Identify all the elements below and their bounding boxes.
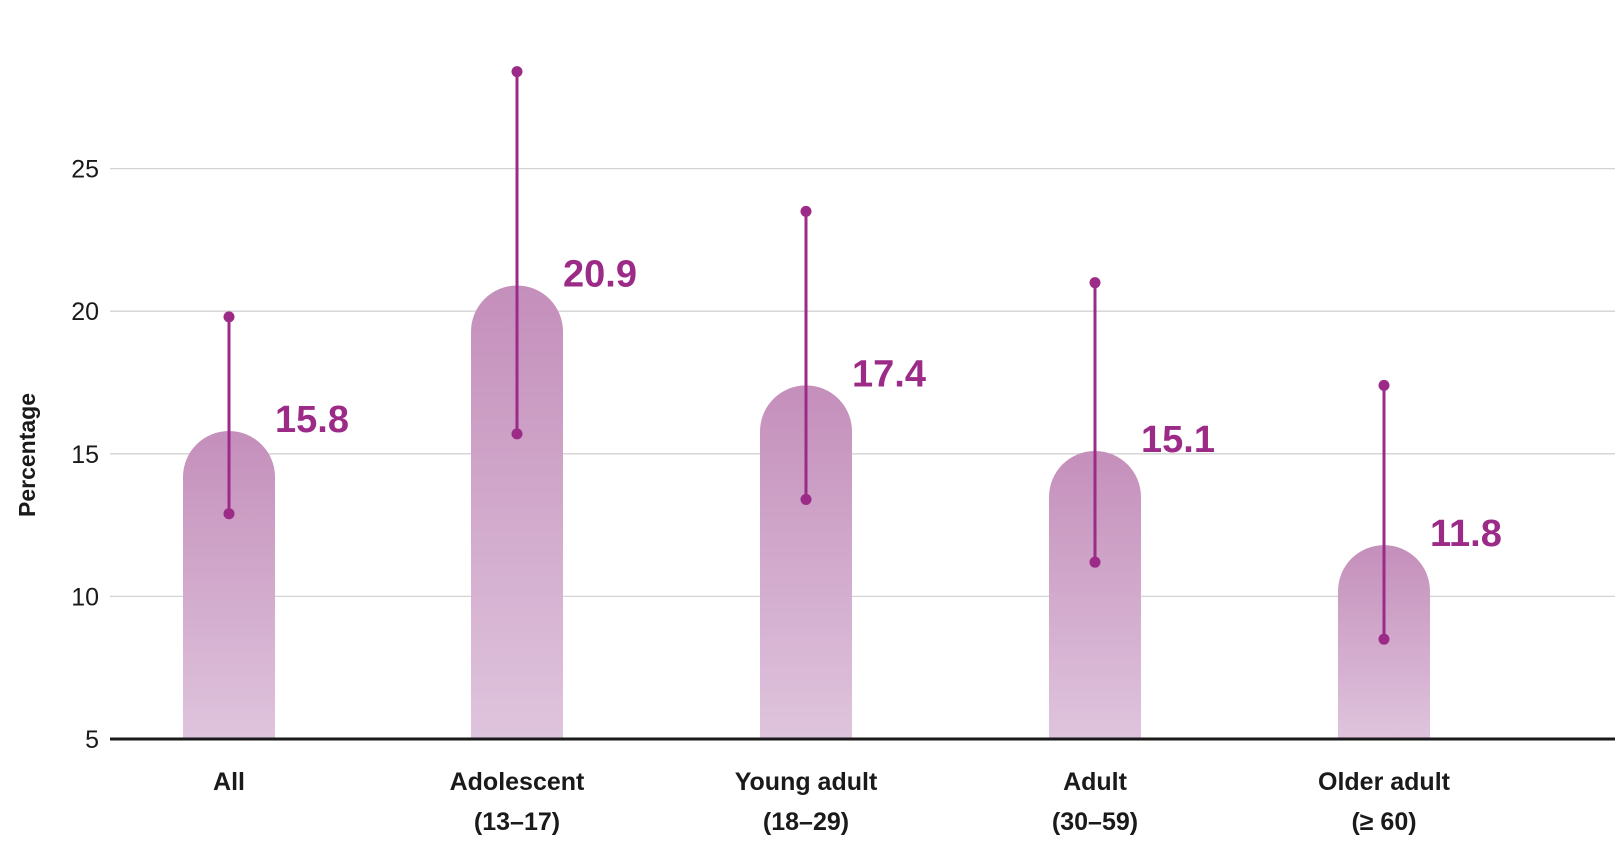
value-label-3: 15.1 — [1141, 419, 1215, 461]
value-label-2: 17.4 — [852, 353, 926, 395]
y-tick-label-5: 5 — [85, 726, 99, 754]
error-bar-upper-dot-1 — [511, 66, 523, 78]
category-sublabel-3: (30–59) — [1052, 808, 1138, 836]
error-bar-upper-dot-4 — [1378, 379, 1390, 391]
error-bar-lower-dot-1 — [511, 428, 523, 440]
bars — [183, 285, 1430, 739]
error-bar-upper-dot-0 — [223, 311, 235, 323]
y-axis-title: Percentage — [14, 393, 40, 517]
bar-2 — [760, 385, 852, 739]
bar-3 — [1049, 450, 1141, 739]
error-bar-lower-dot-4 — [1378, 633, 1390, 645]
x-axis-categories: All Adolescent (13–17) Young adult (18–29) Ad… — [213, 768, 1451, 836]
y-tick-label-20: 20 — [71, 298, 99, 326]
value-label-0: 15.8 — [275, 399, 349, 441]
error-bar-upper-dot-2 — [800, 205, 812, 217]
value-labels: 15.8 20.9 17.4 15.1 11.8 — [275, 254, 1502, 556]
category-sublabel-2: (18–29) — [763, 808, 849, 836]
error-bar-upper-dot-3 — [1089, 277, 1101, 289]
category-sublabel-4: (≥ 60) — [1351, 808, 1416, 836]
category-label-3: Adult — [1063, 768, 1128, 796]
error-bar-lower-dot-2 — [800, 493, 812, 505]
category-sublabel-1: (13–17) — [474, 808, 560, 836]
value-label-4: 11.8 — [1430, 513, 1502, 555]
y-tick-label-25: 25 — [71, 156, 99, 184]
error-bar-lower-dot-3 — [1089, 556, 1101, 568]
bar-1 — [471, 285, 563, 739]
bar-0 — [183, 430, 275, 739]
y-tick-label-10: 10 — [71, 583, 99, 611]
error-bar-lower-dot-0 — [223, 508, 235, 520]
value-label-1: 20.9 — [563, 254, 637, 296]
error-bars — [223, 66, 1390, 645]
y-tick-label-15: 15 — [71, 441, 99, 469]
category-label-2: Young adult — [735, 768, 878, 796]
category-label-0: All — [213, 768, 245, 796]
category-label-4: Older adult — [1318, 768, 1451, 796]
y-axis-ticks: 5 10 15 20 25 — [71, 156, 99, 754]
category-label-1: Adolescent — [450, 768, 585, 796]
